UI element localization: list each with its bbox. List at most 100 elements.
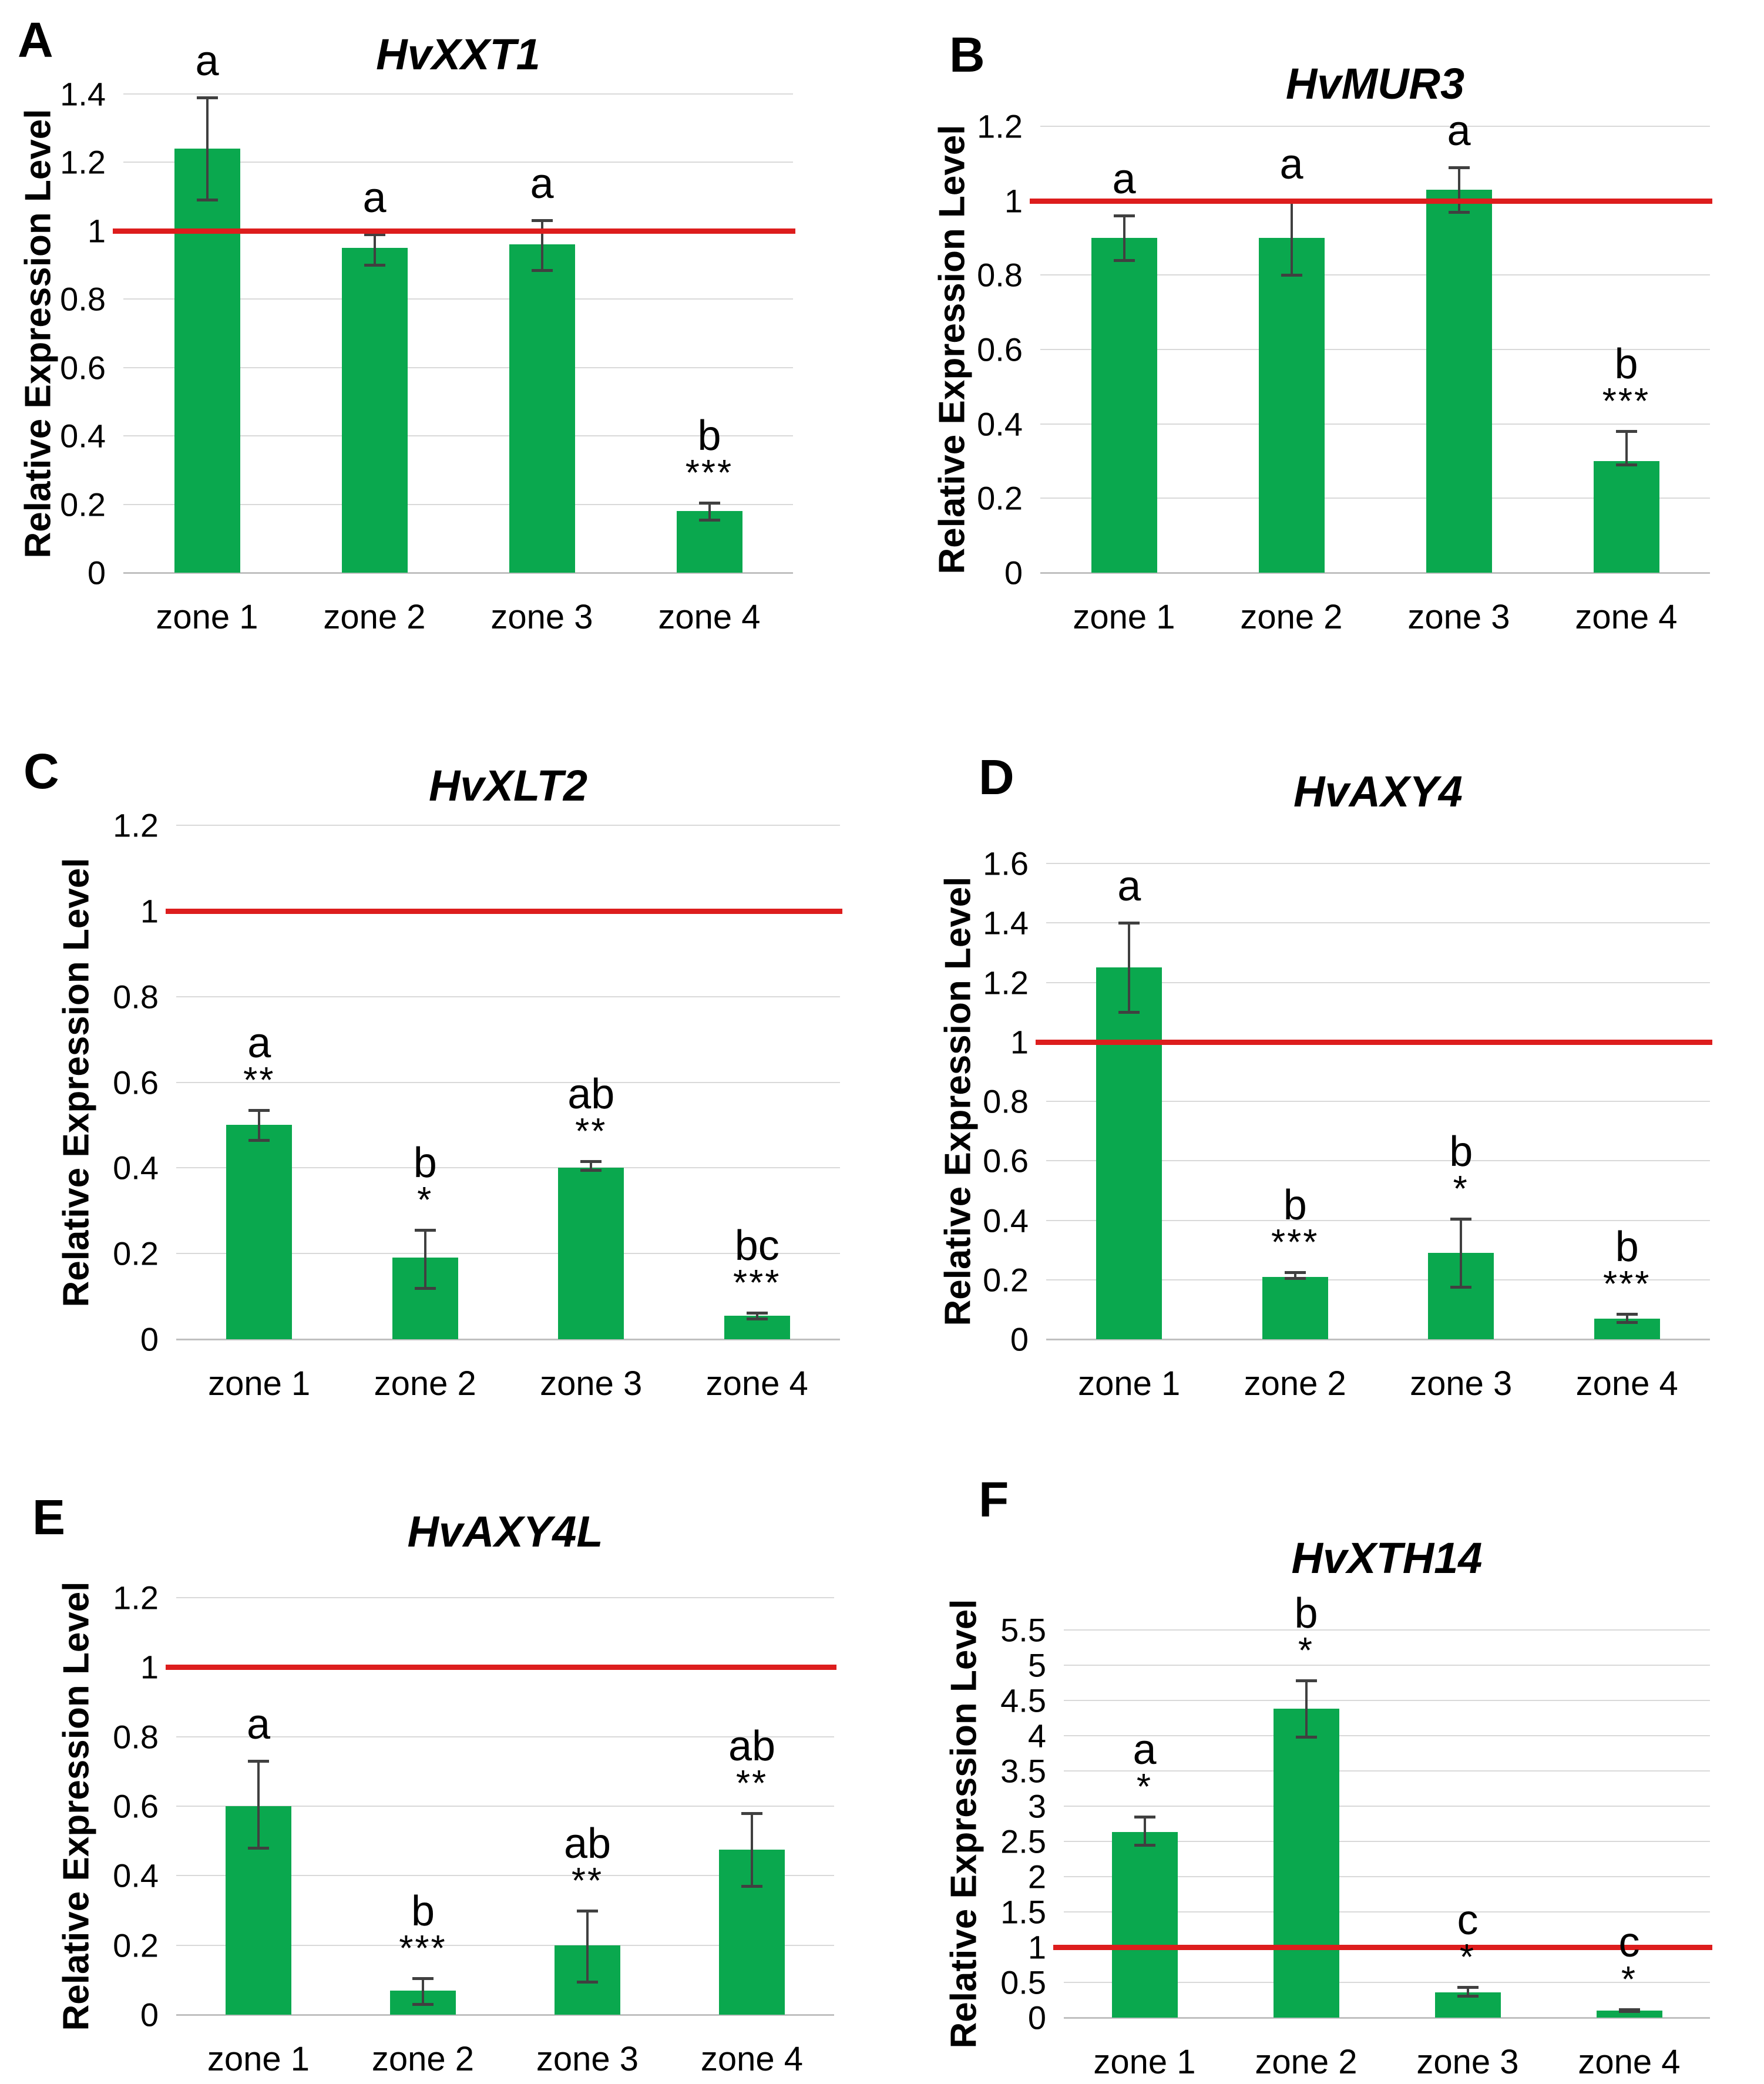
bar: [1273, 1709, 1339, 2018]
error-bar-cap: [698, 501, 720, 505]
error-bar-cap: [741, 1885, 762, 1888]
y-tick-label: 0.2: [60, 486, 106, 523]
panel-letter: A: [18, 12, 53, 68]
y-tick-label: 0.4: [113, 1857, 159, 1894]
error-bar-cap: [1295, 1679, 1317, 1683]
significance-letter: a: [247, 1019, 271, 1067]
gridline: [123, 572, 793, 574]
y-tick-label: 1.2: [60, 143, 106, 181]
y-tick-label: 1.2: [983, 964, 1029, 1001]
x-category-label: zone 1: [156, 598, 258, 636]
error-bar-cap: [1284, 1271, 1306, 1275]
error-bar: [751, 1813, 753, 1887]
gridline: [1064, 1982, 1710, 1983]
gridline: [1046, 1160, 1710, 1162]
plot-area: 5.5 5 4.5 4 3.5 3 2.5 2 1.5 1 0.5 0 a * zone 1 b * zone 2…: [1000, 1591, 1712, 2081]
x-category-label: zone 1: [207, 2040, 310, 2078]
y-tick-label: 0: [1010, 1320, 1029, 1358]
error-bar: [1293, 1272, 1296, 1279]
gridline: [176, 1736, 834, 1737]
y-tick-label: 0.2: [113, 1927, 159, 1964]
significance-stars: *: [1136, 1767, 1153, 1807]
y-tick-label: 4: [1027, 1717, 1046, 1754]
error-bar: [1457, 167, 1460, 212]
error-bar-cap: [698, 518, 720, 522]
error-bar: [1123, 216, 1125, 260]
y-axis-label: Relative Expression Level: [18, 108, 59, 559]
error-bar-cap: [577, 1980, 598, 1984]
error-bar-cap: [1118, 1011, 1140, 1014]
error-bar: [258, 1110, 261, 1140]
error-bar-cap: [248, 1847, 269, 1850]
x-category-label: zone 1: [1093, 2043, 1196, 2081]
error-bar: [257, 1761, 260, 1848]
x-category-label: zone 4: [1575, 1364, 1678, 1403]
significance-annotation: c *: [1619, 1920, 1640, 1998]
error-bar-cap: [1113, 214, 1135, 217]
significance-letter: a: [530, 160, 554, 208]
gridline: [176, 1944, 834, 1946]
y-tick-label: 1.2: [977, 107, 1023, 145]
error-bar: [1625, 1313, 1628, 1322]
significance-letter: ab: [563, 1820, 611, 1867]
bar: [1111, 1832, 1178, 2018]
significance-letter: b: [697, 412, 721, 459]
gridline: [1046, 1279, 1710, 1280]
x-category-label: zone 3: [540, 1364, 643, 1403]
reference-line: [166, 908, 842, 914]
significance-letter: bc: [734, 1222, 779, 1269]
x-category-label: zone 4: [1578, 2043, 1681, 2081]
significance-stars: *: [1453, 1168, 1469, 1209]
error-bar-cap: [577, 1909, 598, 1912]
panel-A: A HvXXT1 Relative Expression Level 1.4 1.2 1 0…: [0, 6, 882, 711]
y-tick-label: 4.5: [1000, 1682, 1046, 1719]
y-tick-label: 0: [1004, 554, 1023, 591]
gridline: [1040, 126, 1710, 127]
error-bar-cap: [1134, 1816, 1155, 1819]
gridline: [176, 1167, 840, 1169]
significance-annotation: a *: [1133, 1727, 1156, 1807]
y-axis-label: Relative Expression Level: [56, 857, 97, 1307]
significance-letter: a: [195, 37, 219, 85]
significance-stars: **: [575, 1111, 607, 1152]
error-bar-cap: [1284, 1277, 1306, 1280]
gridline: [1046, 982, 1710, 983]
error-bar: [755, 1312, 758, 1319]
panel-F: F HvXTH14 Relative Expression Level 5.5 5 4.5…: [882, 1445, 1763, 2084]
y-axis-label: Relative Expression Level: [932, 125, 973, 574]
error-bar: [708, 502, 711, 520]
error-bar-cap: [746, 1311, 768, 1315]
gridline: [1046, 1339, 1710, 1340]
significance-annotation: b ***: [1271, 1183, 1319, 1261]
significance-letter: ab: [567, 1071, 615, 1118]
gridline: [1046, 863, 1710, 864]
gridline: [1064, 1876, 1710, 1877]
error-bar-cap: [580, 1160, 602, 1164]
x-category-label: zone 4: [1575, 598, 1678, 636]
y-tick-label: 0.2: [113, 1235, 159, 1272]
error-bar: [1143, 1817, 1146, 1845]
significance-annotation: a: [247, 1702, 270, 1747]
y-tick-label: 2: [1027, 1858, 1046, 1895]
x-category-label: zone 3: [1407, 598, 1510, 636]
error-bar-cap: [1618, 2008, 1640, 2011]
y-tick-label: 0: [140, 1320, 159, 1358]
gridline: [176, 1253, 840, 1255]
error-bar-cap: [248, 1108, 270, 1112]
significance-letter: b: [1614, 341, 1638, 388]
significance-letter: a: [1447, 107, 1471, 154]
significance-annotation: b ***: [399, 1889, 446, 1967]
panel-letter: E: [32, 1490, 66, 1545]
bar: [1091, 238, 1157, 573]
x-category-label: zone 2: [371, 2040, 475, 2078]
error-bar-cap: [1113, 259, 1135, 262]
error-bar-cap: [364, 264, 385, 267]
gridline: [1064, 1911, 1710, 1912]
error-bar-cap: [746, 1317, 768, 1320]
error-bar: [1460, 1218, 1463, 1288]
reference-line: [1030, 198, 1712, 204]
gridline: [123, 435, 793, 437]
x-category-label: zone 3: [490, 598, 593, 636]
error-bar-cap: [580, 1168, 602, 1172]
